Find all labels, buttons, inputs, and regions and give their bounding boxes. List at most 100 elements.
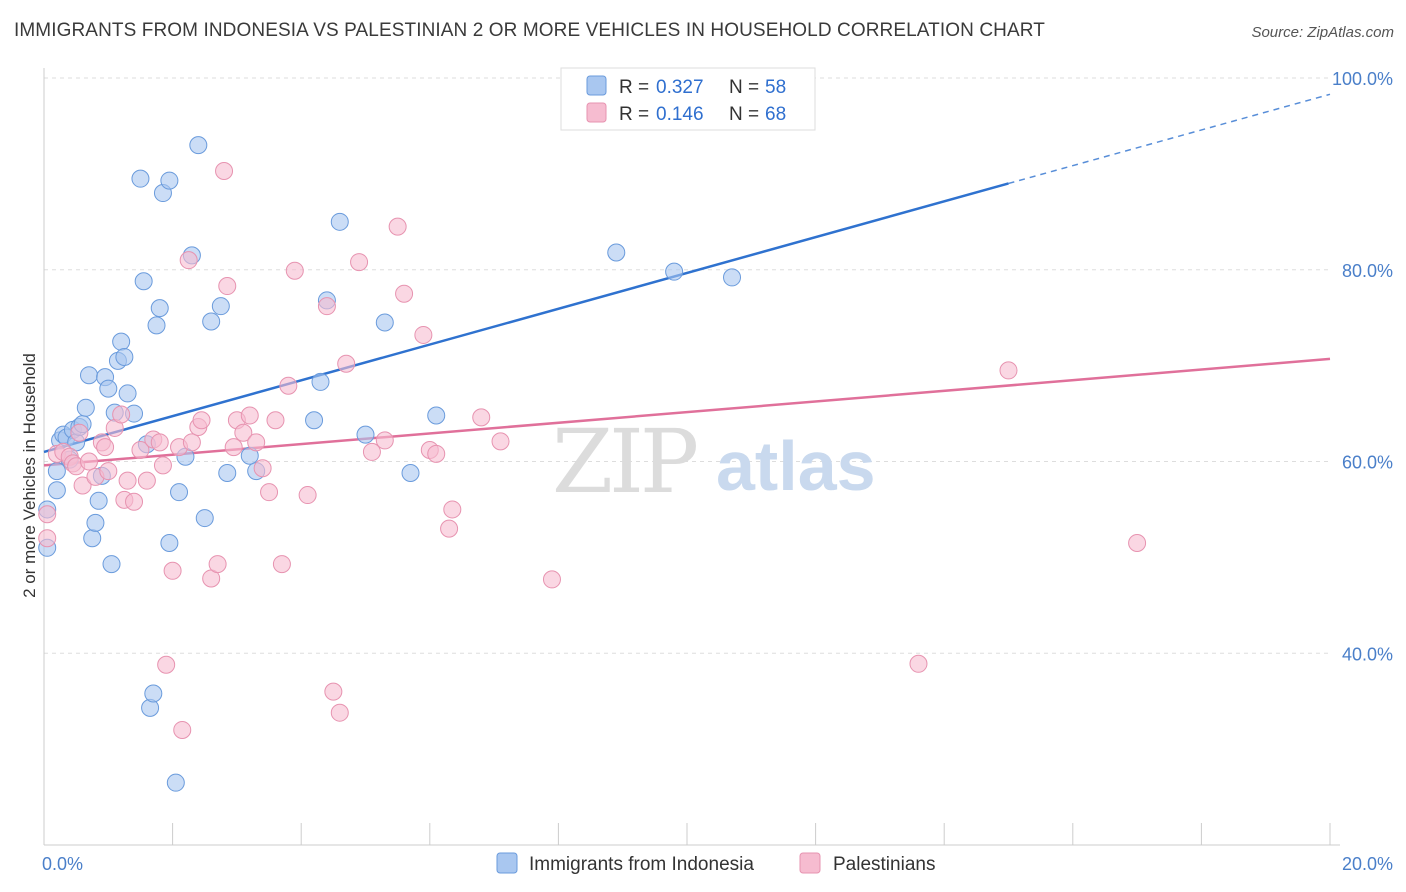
- point-palestinians: [80, 452, 99, 471]
- point-indonesia: [147, 316, 166, 335]
- point-palestinians: [266, 411, 285, 430]
- point-indonesia: [102, 555, 121, 574]
- point-indonesia: [401, 464, 420, 483]
- point-palestinians: [173, 720, 192, 739]
- y-tick-label: 80.0%: [1342, 261, 1393, 281]
- point-indonesia: [160, 171, 179, 190]
- point-palestinians: [909, 654, 928, 673]
- legend-r-label-1: R =: [619, 77, 649, 98]
- x-tick-label: 0.0%: [42, 854, 83, 874]
- point-palestinians: [38, 529, 57, 548]
- point-palestinians: [247, 433, 266, 452]
- point-palestinians: [224, 438, 243, 457]
- point-palestinians: [260, 483, 279, 502]
- trend-line-indonesia-extension: [1008, 93, 1331, 185]
- point-palestinians: [443, 500, 462, 519]
- point-palestinians: [330, 703, 349, 722]
- legend-n-label-1: N =: [729, 77, 759, 98]
- point-indonesia: [86, 513, 105, 532]
- point-indonesia: [607, 243, 626, 262]
- x-tick-labels: 0.0% 20.0%: [42, 854, 1393, 874]
- bottom-legend-swatch-palestinians: [799, 852, 821, 874]
- point-palestinians: [70, 423, 89, 442]
- point-palestinians: [234, 423, 253, 442]
- point-palestinians: [112, 405, 131, 424]
- watermark-atlas: atlas: [716, 427, 876, 505]
- point-palestinians: [337, 354, 356, 373]
- point-palestinians: [192, 411, 211, 430]
- point-indonesia: [665, 262, 684, 281]
- point-indonesia: [144, 684, 163, 703]
- legend-swatch-palestinians: [586, 102, 607, 123]
- point-indonesia: [202, 312, 221, 331]
- point-indonesia: [305, 411, 324, 430]
- watermark: ZIP atlas: [552, 410, 876, 513]
- axes: [43, 68, 1340, 846]
- x-tick-label: 20.0%: [1342, 854, 1393, 874]
- point-indonesia: [195, 509, 214, 528]
- point-indonesia: [150, 299, 169, 318]
- point-indonesia: [427, 406, 446, 425]
- point-palestinians: [427, 444, 446, 463]
- point-palestinians: [96, 438, 115, 457]
- bottom-legend-label-indonesia: Immigrants from Indonesia: [529, 854, 754, 875]
- point-palestinians: [285, 261, 304, 280]
- point-palestinians: [99, 462, 118, 481]
- point-indonesia: [131, 169, 150, 188]
- legend-r-label-2: R =: [619, 104, 649, 125]
- trend-line-indonesia: [43, 182, 1009, 454]
- y-tick-label: 40.0%: [1342, 644, 1393, 664]
- point-palestinians: [414, 325, 433, 344]
- data-points: [38, 69, 1147, 792]
- point-indonesia: [189, 136, 208, 155]
- chart-title: IMMIGRANTS FROM INDONESIA VS PALESTINIAN…: [14, 20, 1045, 41]
- legend-n-label-2: N =: [729, 104, 759, 125]
- point-palestinians: [1128, 533, 1147, 552]
- bottom-legend: Immigrants from Indonesia Palestinians: [496, 852, 935, 875]
- point-palestinians: [215, 161, 234, 180]
- point-palestinians: [253, 459, 272, 478]
- point-indonesia: [76, 398, 95, 417]
- point-indonesia: [118, 384, 137, 403]
- point-palestinians: [491, 432, 510, 451]
- point-palestinians: [125, 492, 144, 511]
- point-palestinians: [324, 682, 343, 701]
- point-palestinians: [472, 408, 491, 427]
- legend-r-value-2: 0.146: [656, 104, 704, 125]
- point-palestinians: [208, 555, 227, 574]
- point-palestinians: [182, 433, 201, 452]
- point-indonesia: [356, 425, 375, 444]
- point-palestinians: [279, 376, 298, 395]
- legend-swatch-indonesia: [586, 75, 607, 96]
- point-palestinians: [38, 505, 57, 524]
- point-indonesia: [89, 491, 108, 510]
- grid-lines: [44, 77, 1330, 654]
- point-palestinians: [163, 561, 182, 580]
- point-indonesia: [375, 313, 394, 332]
- point-indonesia: [311, 372, 330, 391]
- point-palestinians: [388, 217, 407, 236]
- point-palestinians: [153, 456, 172, 475]
- bottom-legend-label-palestinians: Palestinians: [833, 854, 935, 875]
- point-palestinians: [440, 519, 459, 538]
- point-palestinians: [179, 251, 198, 270]
- point-indonesia: [723, 268, 742, 287]
- point-palestinians: [137, 471, 156, 490]
- legend-box: R = 0.327 N = 58 R = 0.146 N = 68: [560, 67, 816, 131]
- point-indonesia: [80, 366, 99, 385]
- point-palestinians: [298, 486, 317, 505]
- legend-n-value-2: 68: [765, 104, 786, 125]
- y-tick-label: 60.0%: [1342, 453, 1393, 473]
- point-indonesia: [218, 464, 237, 483]
- point-palestinians: [317, 297, 336, 316]
- y-axis-label: 2 or more Vehicles in Household: [20, 353, 39, 598]
- y-tick-label: 100.0%: [1332, 69, 1393, 89]
- point-palestinians: [362, 442, 381, 461]
- point-indonesia: [99, 379, 118, 398]
- point-palestinians: [157, 655, 176, 674]
- point-indonesia: [211, 297, 230, 316]
- point-palestinians: [218, 277, 237, 296]
- point-palestinians: [999, 361, 1018, 380]
- point-palestinians: [131, 440, 150, 459]
